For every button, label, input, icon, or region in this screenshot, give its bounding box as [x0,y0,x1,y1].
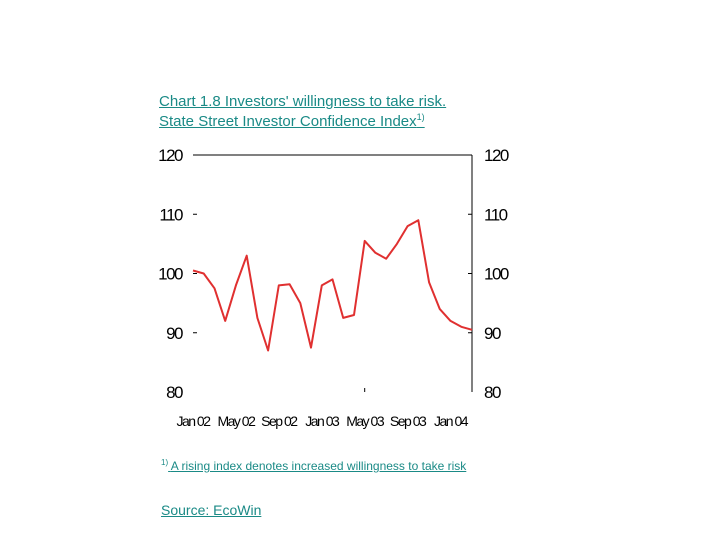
chart-title-line1: Chart 1.8 Investors' willingness to take… [159,93,447,110]
y-tick-label-right: 120 [484,146,509,165]
y-tick-label-right: 110 [484,205,508,224]
data-point [213,287,215,289]
y-tick-label-left: 120 [158,146,183,165]
chart-title-line2: State Street Investor Confidence Index [159,113,417,130]
data-point [310,347,312,349]
data-point [246,255,248,257]
data-point [471,329,473,331]
x-tick-label: Jan 03 [305,413,340,429]
data-point [450,320,452,322]
x-tick-label: May 03 [346,413,385,429]
data-point [235,284,237,286]
data-point [342,317,344,319]
data-point [203,273,205,275]
data-point [332,278,334,280]
footnote-text: A rising index denotes increased willing… [170,459,467,473]
data-point [439,308,441,310]
data-point [299,302,301,304]
x-tick-label: May 02 [217,413,256,429]
x-tick-label: Jan 02 [176,413,211,429]
y-tick-label-right: 90 [484,324,501,343]
y-tick-label-right: 80 [484,383,501,402]
data-point [428,281,430,283]
data-point [267,350,269,352]
data-point [364,240,366,242]
data-point [321,284,323,286]
x-tick-label: Sep 02 [261,413,298,429]
data-point [192,270,194,272]
x-tick-label: Sep 03 [390,413,427,429]
y-tick-label-left: 110 [159,205,183,224]
y-tick-label-left: 80 [166,383,183,402]
series-line [192,219,473,352]
data-point [278,284,280,286]
x-tick-label: Jan 04 [434,413,469,429]
y-tick-label-left: 100 [158,265,183,284]
data-point [224,320,226,322]
y-tick-label-right: 100 [484,265,509,284]
data-point [256,317,258,319]
data-point [374,252,376,254]
data-point [289,283,291,285]
source-note: Source: EcoWin [161,502,262,518]
data-point [460,326,462,328]
title-footnote-marker: 1) [416,112,425,122]
footnote: 1) A rising index denotes increased will… [161,458,467,474]
data-point [385,258,387,260]
data-point [396,243,398,245]
y-tick-label-left: 90 [166,324,183,343]
data-point [417,219,419,221]
data-point [353,314,355,316]
chart-title: Chart 1.8 Investors' willingness to take… [159,92,559,132]
data-point [407,225,409,227]
